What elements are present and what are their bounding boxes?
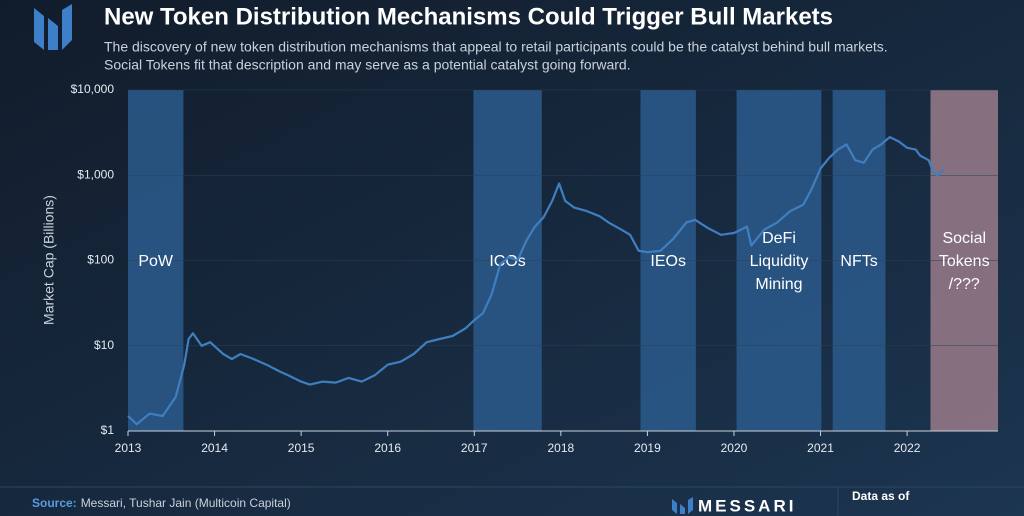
x-tick-label: 2014 [201,441,228,455]
source: Source: Messari, Tushar Jain (Multicoin C… [32,496,291,510]
y-tick-label: $100 [87,253,114,267]
band-label: DeFi [762,230,796,247]
source-label: Source: [32,496,77,510]
x-tick-label: 2016 [374,441,401,455]
x-tick-label: 2022 [894,441,921,455]
band-label: Mining [755,276,802,293]
band-label: Tokens [939,253,990,270]
subtitle: Social Tokens fit that description and m… [104,57,631,73]
market-cap-line [127,136,945,426]
x-tick-label: 2018 [547,441,574,455]
band-label: Liquidity [750,253,809,270]
chart-title: New Token Distribution Mechanisms Could … [104,3,833,30]
source-text: Messari, Tushar Jain (Multicoin Capital) [81,496,291,510]
date-label: Data as of [852,489,910,503]
band-label: /??? [949,276,980,293]
y-tick-label: $1 [101,423,115,437]
footer-logo-mark [672,497,693,514]
x-tick-label: 2020 [721,441,748,455]
band-label: PoW [138,253,174,270]
band-label: IEOs [650,253,686,270]
y-tick-label: $1,000 [77,167,114,181]
x-tick-label: 2017 [461,441,488,455]
footer-logo: MESSARI [698,496,796,515]
header-logo [34,4,72,50]
x-tick-label: 2015 [288,441,315,455]
x-tick-label: 2013 [115,441,142,455]
subtitle: The discovery of new token distribution … [104,39,888,55]
y-tick-label: $10,000 [71,82,115,96]
band-label: NFTs [840,253,877,270]
band-label: ICOs [489,253,525,270]
band-label: Social [942,230,986,247]
x-tick-label: 2019 [634,441,661,455]
x-tick-label: 2021 [807,441,834,455]
y-axis-label: Market Cap (Billions) [41,195,57,325]
y-tick-label: $10 [94,338,114,352]
